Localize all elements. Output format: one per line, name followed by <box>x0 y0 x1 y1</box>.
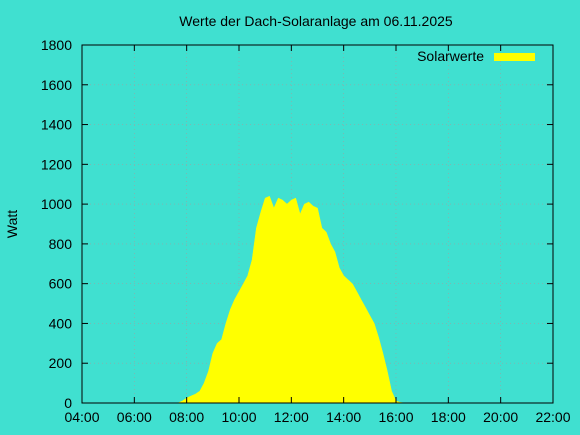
x-tick-label: 22:00 <box>535 409 570 425</box>
chart-title: Werte der Dach-Solaranlage am 06.11.2025 <box>179 13 453 29</box>
y-tick-label: 1800 <box>41 37 72 53</box>
y-tick-label: 0 <box>64 395 72 411</box>
y-tick-label: 1600 <box>41 77 72 93</box>
legend-label: Solarwerte <box>417 48 484 64</box>
y-tick-label: 1400 <box>41 117 72 133</box>
y-tick-label: 1000 <box>41 196 72 212</box>
plot-border <box>81 44 554 404</box>
y-axis-ticks: 0 200 400 600 800 1000 1200 1400 1600 1800 <box>41 37 553 411</box>
x-tick-label: 18:00 <box>431 409 466 425</box>
y-tick-label: 600 <box>49 276 73 292</box>
y-tick-label: 400 <box>49 315 73 331</box>
x-tick-label: 06:00 <box>117 409 152 425</box>
x-axis-ticks: 04:00 06:00 08:00 10:00 12:00 14:00 16:00 18:00… <box>64 45 571 425</box>
y-tick-label: 200 <box>49 355 73 371</box>
legend-swatch <box>494 53 535 61</box>
x-tick-label: 10:00 <box>221 409 256 425</box>
grid-lines <box>82 45 553 403</box>
y-axis-label: Watt <box>4 210 20 238</box>
x-tick-label: 08:00 <box>169 409 204 425</box>
y-tick-label: 1200 <box>41 156 72 172</box>
solar-area <box>177 195 405 404</box>
x-tick-label: 12:00 <box>274 409 309 425</box>
y-tick-label: 800 <box>49 236 73 252</box>
x-tick-label: 20:00 <box>483 409 518 425</box>
x-tick-label: 14:00 <box>326 409 361 425</box>
x-tick-label: 16:00 <box>378 409 413 425</box>
x-tick-label: 04:00 <box>64 409 99 425</box>
